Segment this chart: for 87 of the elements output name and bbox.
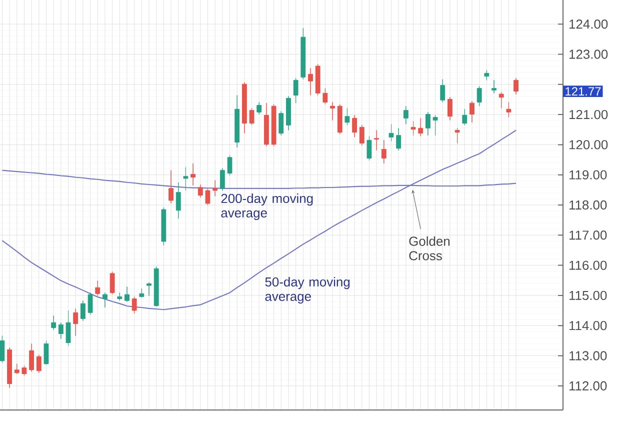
candlestick <box>330 102 335 121</box>
candlestick <box>102 292 108 308</box>
candlestick <box>381 140 386 164</box>
series-label: 50-day moving average <box>265 277 350 304</box>
candlestick <box>396 128 402 151</box>
y-tick-label: 114.00 <box>570 321 607 330</box>
candlestick <box>29 343 34 372</box>
candlestick <box>14 364 20 374</box>
candlestick <box>139 288 144 298</box>
y-tick-label: 116.00 <box>570 260 607 270</box>
candlestick <box>366 136 372 161</box>
candlestick <box>242 82 247 134</box>
candlestick <box>300 28 306 80</box>
candlestick <box>80 300 86 322</box>
candlestick <box>344 108 350 126</box>
candlestick <box>154 266 159 307</box>
candlestick <box>271 104 276 146</box>
candlestick <box>454 128 460 144</box>
text: 121.77 <box>566 87 601 96</box>
candlestick <box>161 207 166 246</box>
candlestick <box>73 308 78 336</box>
candlestick <box>440 79 446 102</box>
candlestick <box>462 108 468 126</box>
candlestick <box>352 114 357 138</box>
y-tick-label: 117.00 <box>570 230 607 240</box>
candlestick <box>476 86 482 106</box>
candlestick <box>212 180 218 197</box>
candlestick <box>498 92 504 108</box>
candlestick <box>198 184 203 198</box>
candlestick <box>418 118 424 137</box>
candlestick <box>374 130 380 151</box>
y-tick-label: 112.00 <box>570 381 607 390</box>
candlestick <box>124 286 130 302</box>
candlestick <box>492 80 496 94</box>
candlestick <box>110 271 115 295</box>
y-tick-label: 115.00 <box>570 290 607 300</box>
candlestick <box>410 120 416 136</box>
y-tick-label: 123.00 <box>570 50 608 59</box>
candlestick <box>66 310 71 346</box>
candlestick <box>470 101 474 123</box>
candlestick <box>0 336 5 363</box>
candlestick <box>227 155 232 176</box>
candlestick <box>51 315 56 330</box>
y-tick-label: 119.00 <box>570 170 607 180</box>
candlestick <box>146 282 152 296</box>
series-label: 200-day moving average <box>221 194 313 220</box>
candlestick <box>286 96 291 130</box>
candlestick <box>315 64 320 96</box>
candlestick <box>183 167 188 191</box>
annotation: Golden Cross <box>409 236 450 260</box>
candlestick <box>220 168 225 191</box>
candlestick <box>22 365 27 376</box>
candlestick <box>322 88 328 105</box>
candlestick <box>36 354 42 374</box>
y-tick-label: 113.00 <box>570 351 607 360</box>
candlestick <box>7 347 12 388</box>
candlestick <box>484 70 490 80</box>
candlestick <box>44 340 49 366</box>
candlestick <box>190 163 196 186</box>
candlestick <box>514 78 518 95</box>
y-tick-label: 121.00 <box>570 110 608 120</box>
candlestick <box>359 124 364 146</box>
candlestick <box>293 78 298 104</box>
candlestick <box>58 322 64 340</box>
candlestick <box>432 114 438 136</box>
y-tick-label: 124.00 <box>570 20 608 29</box>
candlestick <box>234 95 240 148</box>
candlestick <box>337 104 342 134</box>
candlestick <box>132 296 137 314</box>
candlestick <box>278 110 284 136</box>
candlestick <box>506 102 512 118</box>
candlestick <box>256 102 262 115</box>
candlestick <box>117 292 122 301</box>
candlestick <box>425 112 430 136</box>
candlestick <box>168 170 174 204</box>
candlestick <box>264 102 269 146</box>
candlestick <box>176 182 181 219</box>
candlestick <box>448 96 452 121</box>
y-tick-label: 118.00 <box>570 200 607 210</box>
candlestick <box>403 106 408 124</box>
candlestick <box>88 292 93 315</box>
candlestick <box>308 68 313 96</box>
candlestick <box>388 124 394 142</box>
candlestick <box>205 188 210 206</box>
y-tick-label: 120.00 <box>570 140 608 150</box>
candlestick <box>95 280 100 296</box>
candlestick <box>249 108 254 126</box>
